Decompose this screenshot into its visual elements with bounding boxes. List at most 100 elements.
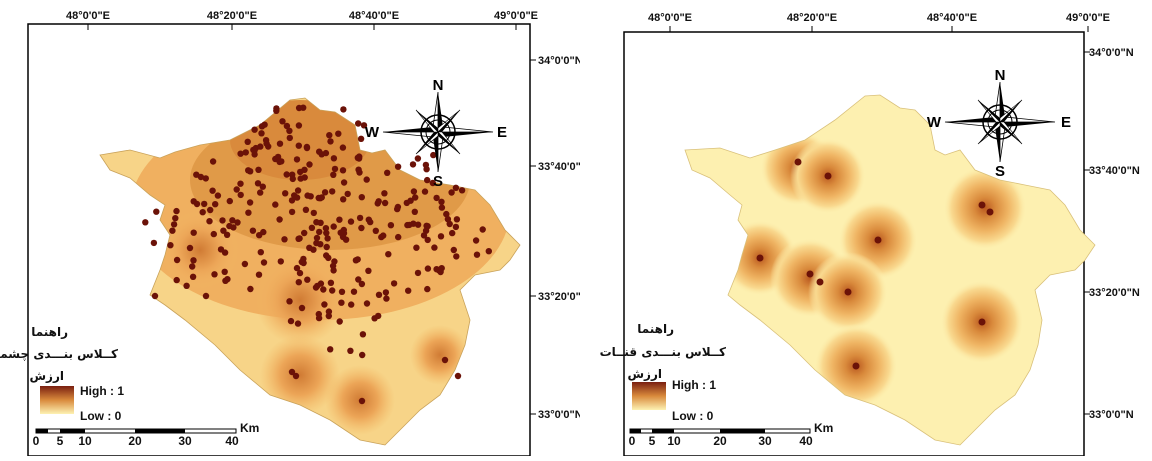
scale-unit: Km bbox=[814, 421, 833, 435]
spring-point bbox=[359, 331, 367, 338]
spring-point bbox=[380, 232, 387, 239]
scale-tick: 40 bbox=[799, 434, 813, 448]
spring-point bbox=[189, 273, 197, 280]
spring-point bbox=[186, 244, 194, 252]
scale-tick: 5 bbox=[649, 434, 656, 448]
spring-point bbox=[245, 167, 252, 174]
spring-point bbox=[276, 158, 283, 166]
spring-point bbox=[288, 368, 296, 376]
lat-label: 33°0'0"N bbox=[538, 409, 580, 421]
lat-label: 34°0'0"N bbox=[538, 55, 580, 67]
qanat-point bbox=[986, 208, 994, 216]
spring-point bbox=[330, 155, 338, 162]
spring-point bbox=[283, 122, 291, 130]
spring-point bbox=[214, 192, 222, 199]
spring-point bbox=[363, 176, 370, 183]
spring-point bbox=[286, 134, 293, 142]
spring-point bbox=[167, 242, 174, 249]
spring-point bbox=[199, 209, 206, 216]
scale-tick: 30 bbox=[178, 434, 192, 448]
spring-point bbox=[454, 372, 462, 380]
spring-point bbox=[374, 200, 381, 207]
spring-point bbox=[303, 143, 311, 151]
spring-point bbox=[355, 166, 362, 173]
spring-point bbox=[142, 219, 149, 226]
spring-point bbox=[247, 285, 254, 293]
spring-point bbox=[411, 208, 418, 215]
qanat-point bbox=[824, 172, 832, 180]
spring-point bbox=[242, 149, 249, 156]
spring-point bbox=[437, 233, 445, 240]
qanat-points bbox=[756, 158, 994, 370]
lon-label: 49°0'0"E bbox=[1066, 12, 1110, 24]
spring-point bbox=[358, 224, 365, 232]
spring-point bbox=[330, 267, 337, 274]
spring-point bbox=[288, 197, 296, 204]
spring-point bbox=[390, 280, 398, 287]
scale-unit: Km bbox=[240, 421, 259, 435]
spring-point bbox=[281, 236, 288, 243]
spring-point bbox=[441, 356, 449, 364]
spring-point bbox=[304, 276, 311, 283]
scale-tick: 0 bbox=[33, 434, 40, 448]
scale-tick: 30 bbox=[758, 434, 772, 448]
spring-point bbox=[193, 171, 200, 178]
spring-point bbox=[217, 246, 225, 253]
map-panel-qanats: 48°0'0"E 48°20'0"E 48°40'0"E 49°0'0"E 34… bbox=[580, 0, 1152, 457]
spring-point bbox=[323, 243, 330, 251]
spring-point bbox=[347, 347, 354, 354]
scale-tick: 20 bbox=[713, 434, 727, 448]
spring-point bbox=[424, 285, 431, 293]
spring-points bbox=[142, 104, 492, 405]
scale-bar: 0 5 10 20 30 40 Km bbox=[33, 421, 260, 448]
spring-point bbox=[295, 279, 302, 286]
spring-point bbox=[336, 216, 343, 223]
spring-point bbox=[413, 244, 420, 251]
spring-point bbox=[293, 264, 301, 272]
spring-point bbox=[316, 228, 323, 236]
spring-point bbox=[438, 204, 446, 211]
spring-point bbox=[448, 189, 455, 196]
spring-point bbox=[387, 222, 395, 229]
compass-rose-icon bbox=[944, 81, 1056, 163]
lat-label: 33°0'0"N bbox=[1089, 409, 1134, 421]
spring-point bbox=[223, 231, 231, 238]
spring-point bbox=[298, 258, 305, 266]
legend-high: High : 1 bbox=[80, 384, 124, 398]
spring-point bbox=[358, 194, 365, 201]
spring-point bbox=[306, 244, 313, 251]
spring-point bbox=[358, 397, 366, 405]
spring-point bbox=[321, 301, 328, 308]
spring-point bbox=[298, 304, 306, 312]
spring-point bbox=[169, 227, 176, 234]
spring-point bbox=[340, 179, 348, 186]
spring-point bbox=[404, 221, 411, 229]
spring-point bbox=[331, 165, 339, 173]
spring-point bbox=[453, 216, 461, 223]
spring-point bbox=[444, 216, 452, 223]
spring-point bbox=[257, 189, 264, 196]
spring-point bbox=[338, 299, 345, 306]
graticule-ticks bbox=[87, 24, 536, 415]
spring-point bbox=[207, 206, 214, 214]
scale-tick: 20 bbox=[128, 434, 142, 448]
spring-point bbox=[295, 104, 303, 112]
spring-point bbox=[322, 225, 330, 232]
spring-point bbox=[394, 163, 402, 170]
spring-point bbox=[330, 223, 337, 230]
spring-point bbox=[249, 227, 257, 234]
spring-point bbox=[405, 287, 412, 294]
compass-e: E bbox=[1061, 114, 1071, 131]
spring-point bbox=[327, 346, 334, 353]
spring-point bbox=[357, 135, 365, 142]
spring-point bbox=[277, 258, 284, 265]
north-arrow: N S E W bbox=[365, 77, 507, 190]
spring-point bbox=[414, 221, 422, 228]
spring-point bbox=[420, 232, 428, 239]
spring-point bbox=[314, 282, 321, 290]
spring-point bbox=[153, 208, 160, 215]
scale-tick: 40 bbox=[225, 434, 239, 448]
spring-point bbox=[381, 190, 388, 197]
spring-point bbox=[414, 155, 422, 162]
spring-point bbox=[344, 190, 351, 198]
